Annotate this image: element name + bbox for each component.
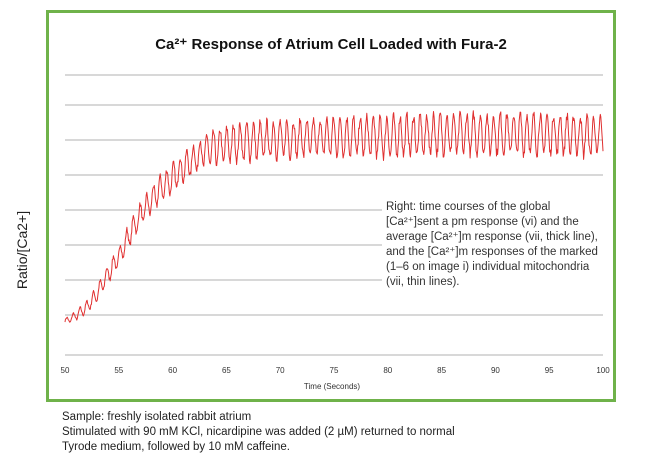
chart-title: Ca²⁺ Response of Atrium Cell Loaded with…	[155, 36, 507, 53]
x-tick-label: 55	[114, 366, 123, 375]
x-tick-label: 75	[330, 366, 339, 375]
x-tick-label: 65	[222, 366, 231, 375]
x-axis-label: Time (Seconds)	[304, 382, 361, 391]
x-tick-label: 80	[383, 366, 392, 375]
caption-line-3: Tyrode medium, followed by 10 mM caffein…	[62, 441, 290, 453]
x-tick-label: 70	[276, 366, 285, 375]
x-tick-label: 85	[437, 366, 446, 375]
x-tick-label: 90	[491, 366, 500, 375]
x-tick-label: 100	[596, 366, 610, 375]
y-axis-label: Ratio/[Ca2+]	[14, 210, 30, 290]
series-line-ca-response	[64, 110, 604, 323]
figure-caption: Sample: freshly isolated rabbit atrium S…	[62, 410, 455, 455]
x-tick-label: 95	[545, 366, 554, 375]
x-tick-label: 60	[168, 366, 177, 375]
x-tick-labels: 50 55 60 65 70 75 80 85 90 95 100	[61, 366, 611, 375]
caption-line-2: Stimulated with 90 mM KCl, nicardipine w…	[62, 426, 455, 438]
caption-line-1: Sample: freshly isolated rabbit atrium	[62, 411, 252, 423]
chart-annotation: Right: time courses of the global [Ca²⁺]…	[382, 198, 610, 292]
x-tick-label: 50	[61, 366, 70, 375]
